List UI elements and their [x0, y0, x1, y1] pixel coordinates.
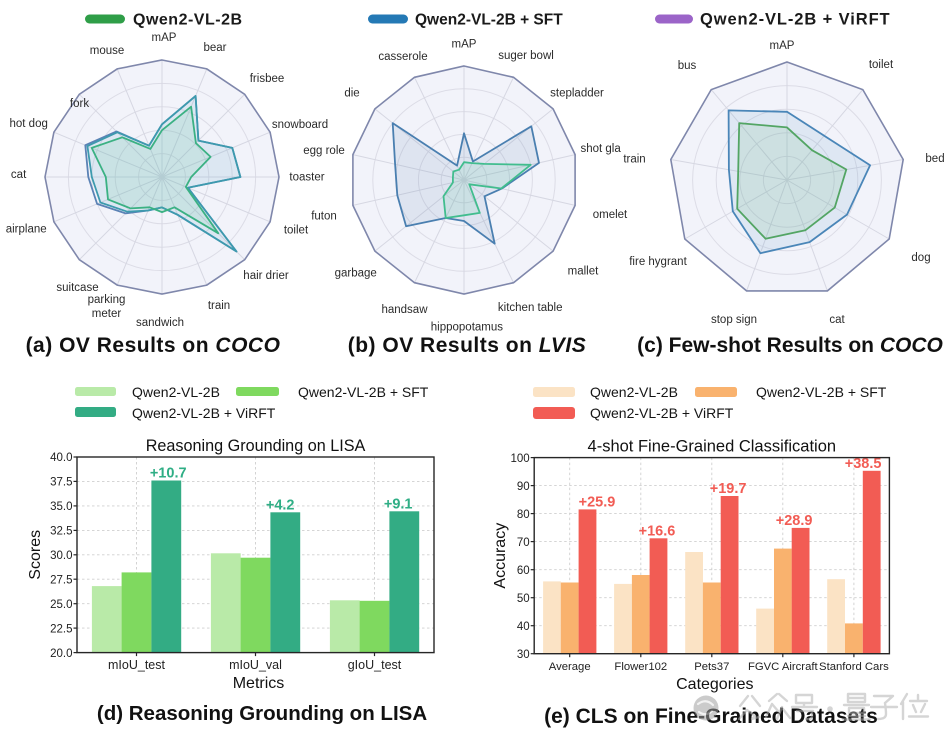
svg-text:37.5: 37.5 [50, 477, 72, 489]
svg-text:+38.5: +38.5 [845, 456, 882, 472]
svg-text:Qwen2-VL-2B: Qwen2-VL-2B [132, 384, 220, 400]
svg-text:bus: bus [678, 60, 697, 72]
svg-text:kitchen table: kitchen table [498, 302, 563, 314]
svg-text:Metrics: Metrics [233, 675, 285, 692]
svg-text:4-shot Fine-Grained Classifica: 4-shot Fine-Grained Classification [588, 438, 837, 456]
svg-text:27.5: 27.5 [50, 575, 72, 587]
svg-text:Qwen2-VL-2B: Qwen2-VL-2B [590, 384, 678, 400]
svg-text:Categories: Categories [676, 676, 753, 693]
svg-text:Scores: Scores [27, 530, 44, 580]
svg-text:22.5: 22.5 [50, 623, 72, 635]
svg-text:bed: bed [925, 153, 944, 165]
svg-text:(d) Reasoning Grounding on LIS: (d) Reasoning Grounding on LISA [97, 702, 427, 725]
svg-text:(b) OV Results on LVIS: (b) OV Results on LVIS [348, 334, 587, 357]
svg-text:stepladder: stepladder [550, 88, 604, 100]
svg-text:airplane: airplane [6, 224, 47, 236]
svg-text:mAP: mAP [770, 40, 795, 52]
svg-text:Qwen2-VL-2B + ViRFT: Qwen2-VL-2B + ViRFT [590, 405, 734, 421]
svg-text:egg role: egg role [303, 145, 345, 157]
svg-text:20.0: 20.0 [50, 648, 72, 660]
svg-text:Pets37: Pets37 [694, 661, 729, 673]
svg-text:fire hygrant: fire hygrant [629, 256, 687, 268]
svg-text:hot dog: hot dog [10, 118, 48, 130]
svg-text:casserole: casserole [378, 51, 427, 63]
svg-text:gIoU_test: gIoU_test [348, 658, 402, 672]
svg-text:suitcase: suitcase [56, 282, 98, 294]
svg-text:Reasoning Grounding on LISA: Reasoning Grounding on LISA [146, 437, 366, 455]
svg-text:mAP: mAP [452, 38, 477, 50]
svg-text:mAP: mAP [152, 32, 177, 44]
svg-text:stop sign: stop sign [711, 314, 757, 326]
svg-text:toilet: toilet [869, 59, 894, 71]
svg-text:100: 100 [511, 453, 530, 465]
svg-text:32.5: 32.5 [50, 526, 72, 538]
svg-text:mallet: mallet [568, 265, 599, 277]
svg-text:train: train [623, 154, 645, 166]
svg-text:Qwen2-VL-2B + ViRFT: Qwen2-VL-2B + ViRFT [700, 11, 891, 29]
svg-text:50: 50 [517, 593, 530, 605]
svg-text:35.0: 35.0 [50, 501, 72, 513]
svg-text:80: 80 [517, 509, 530, 521]
svg-text:cat: cat [11, 169, 27, 181]
svg-text:mIoU_test: mIoU_test [108, 658, 165, 672]
svg-text:mIoU_val: mIoU_val [229, 658, 282, 672]
svg-text:30: 30 [517, 649, 530, 661]
svg-text:Average: Average [549, 661, 591, 673]
svg-text:bear: bear [203, 42, 226, 54]
svg-text:shot gla: shot gla [580, 143, 621, 155]
svg-text:25.0: 25.0 [50, 599, 72, 611]
svg-text:+4.2: +4.2 [266, 497, 295, 513]
svg-text:garbage: garbage [335, 268, 377, 280]
svg-text:40.0: 40.0 [50, 452, 72, 464]
svg-text:hair drier: hair drier [243, 270, 289, 282]
svg-text:die: die [344, 88, 359, 100]
svg-text:(a) OV Results on COCO: (a) OV Results on COCO [26, 334, 281, 357]
svg-text:FGVC Aircraft: FGVC Aircraft [748, 661, 819, 673]
svg-text:+19.7: +19.7 [710, 481, 747, 497]
svg-text:hippopotamus: hippopotamus [431, 321, 503, 333]
svg-text:futon: futon [311, 210, 337, 222]
svg-text:Qwen2-VL-2B + SFT: Qwen2-VL-2B + SFT [756, 384, 887, 400]
svg-text:60: 60 [517, 565, 530, 577]
svg-text:mouse: mouse [90, 45, 125, 57]
svg-text:+16.6: +16.6 [639, 523, 676, 539]
svg-text:suger bowl: suger bowl [498, 50, 554, 62]
svg-text:meter: meter [92, 308, 122, 320]
svg-text:Stanford Cars: Stanford Cars [819, 661, 889, 673]
svg-text:sandwich: sandwich [136, 317, 184, 329]
svg-text:parking: parking [88, 294, 126, 306]
svg-text:snowboard: snowboard [272, 119, 328, 131]
svg-text:toaster: toaster [289, 172, 324, 184]
svg-text:Qwen2-VL-2B + ViRFT: Qwen2-VL-2B + ViRFT [132, 405, 276, 421]
svg-text:Qwen2-VL-2B + SFT: Qwen2-VL-2B + SFT [298, 384, 429, 400]
svg-text:+28.9: +28.9 [776, 513, 813, 529]
svg-text:+25.9: +25.9 [579, 494, 616, 510]
svg-text:cat: cat [829, 314, 845, 326]
svg-text:fork: fork [70, 98, 89, 110]
svg-text:90: 90 [517, 481, 530, 493]
svg-text:dog: dog [911, 252, 930, 264]
svg-text:Flower102: Flower102 [614, 661, 667, 673]
svg-text:toilet: toilet [284, 225, 309, 237]
svg-text:train: train [208, 300, 230, 312]
svg-text:40: 40 [517, 621, 530, 633]
svg-text:frisbee: frisbee [250, 73, 285, 85]
svg-text:(c) Few-shot Results on COCO: (c) Few-shot Results on COCO [637, 334, 943, 357]
svg-text:Qwen2-VL-2B: Qwen2-VL-2B [133, 12, 243, 29]
svg-text:omelet: omelet [593, 209, 628, 221]
svg-text:30.0: 30.0 [50, 550, 72, 562]
svg-text:Accuracy: Accuracy [492, 523, 509, 589]
svg-text:Qwen2-VL-2B + SFT: Qwen2-VL-2B + SFT [415, 12, 563, 29]
svg-text:+9.1: +9.1 [384, 496, 413, 512]
svg-text:70: 70 [517, 537, 530, 549]
svg-text:+10.7: +10.7 [150, 466, 187, 482]
svg-text:handsaw: handsaw [381, 304, 428, 316]
